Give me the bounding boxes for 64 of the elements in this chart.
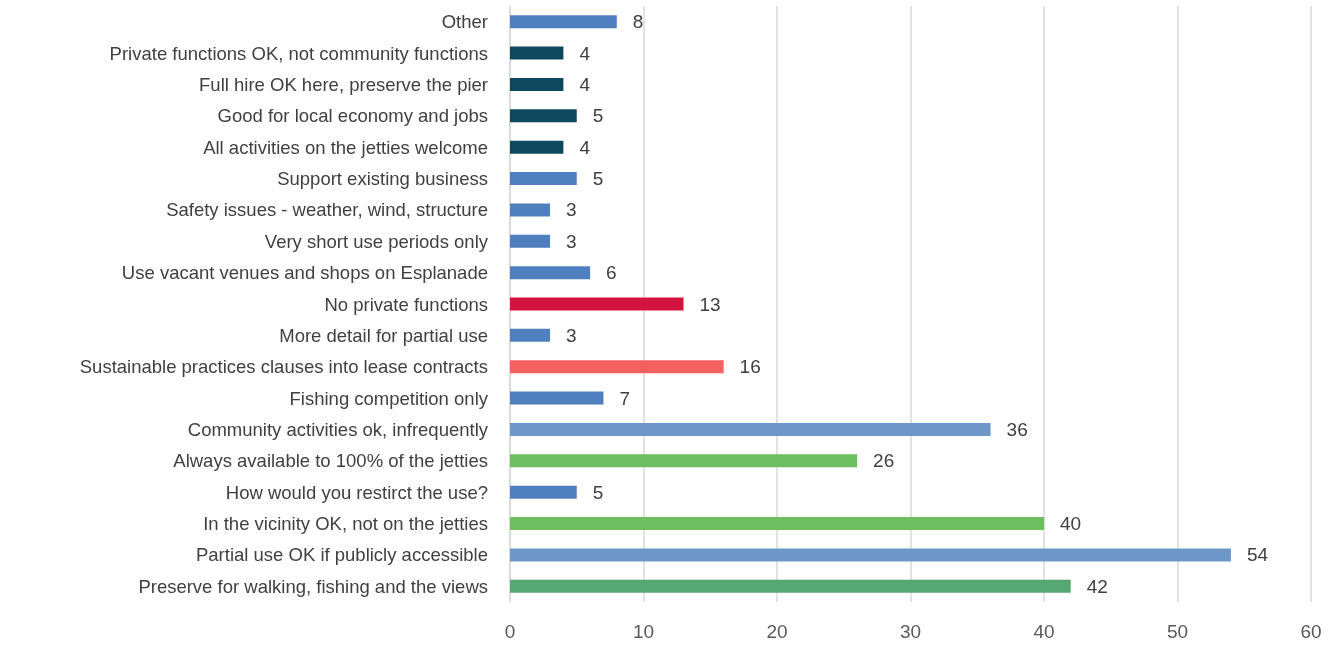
y-tick-label: Always available to 100% of the jetties xyxy=(173,450,488,472)
data-label: 8 xyxy=(632,11,644,33)
data-label: 3 xyxy=(566,324,577,346)
x-tick-label: 40 xyxy=(1033,621,1055,642)
y-tick-label: More detail for partial use xyxy=(279,324,488,346)
data-label: 3 xyxy=(566,230,577,252)
y-tick-label: Community activities ok, infrequently xyxy=(187,418,489,440)
data-label: 36 xyxy=(1006,418,1028,440)
y-tick-label: All activities on the jetties welcome xyxy=(203,136,488,158)
y-tick-label: How would you restirct the use? xyxy=(225,481,488,503)
bar xyxy=(510,234,551,248)
bar xyxy=(510,328,551,342)
bar xyxy=(510,517,1044,531)
x-tick-label: 60 xyxy=(1300,621,1322,642)
data-label: 42 xyxy=(1086,575,1108,597)
bar xyxy=(510,203,551,217)
y-tick-label: In the vicinity OK, not on the jetties xyxy=(203,513,488,535)
bar xyxy=(510,360,724,374)
y-tick-label: Support existing business xyxy=(277,168,488,190)
data-label: 4 xyxy=(579,73,591,95)
bar xyxy=(510,266,591,280)
y-tick-label: Fishing competition only xyxy=(289,387,489,409)
data-label: 4 xyxy=(579,42,591,64)
x-tick-label: 20 xyxy=(766,621,788,642)
bar xyxy=(510,548,1231,562)
bar xyxy=(510,579,1071,593)
data-label: 6 xyxy=(606,262,617,284)
bar xyxy=(510,454,858,468)
y-tick-label: No private functions xyxy=(324,293,488,315)
y-tick-label: Full hire OK here, preserve the pier xyxy=(199,73,488,95)
data-label: 4 xyxy=(579,136,591,158)
data-label: 13 xyxy=(699,293,721,315)
data-label: 5 xyxy=(592,168,604,190)
data-label: 5 xyxy=(592,481,604,503)
y-tick-label: Very short use periods only xyxy=(264,230,489,252)
y-tick-label: Safety issues - weather, wind, structure xyxy=(166,199,488,221)
data-label: 54 xyxy=(1246,544,1269,566)
bar xyxy=(510,46,564,60)
data-label: 3 xyxy=(566,199,577,221)
x-tick-label: 30 xyxy=(899,621,922,642)
y-tick-label: Private functions OK, not community functions xyxy=(109,42,488,64)
bar xyxy=(510,15,617,29)
x-tick-label: 0 xyxy=(504,621,516,642)
data-label: 7 xyxy=(619,387,631,409)
data-label: 16 xyxy=(739,356,761,378)
x-tick-label: 50 xyxy=(1166,621,1189,642)
y-tick-label: Partial use OK if publicly accessible xyxy=(195,544,488,566)
y-tick-label: Use vacant venues and shops on Esplanade xyxy=(121,262,488,284)
bar xyxy=(510,297,684,311)
data-label: 26 xyxy=(873,450,895,472)
y-tick-label: Sustainable practices clauses into lease contracts xyxy=(79,356,488,378)
data-label: 5 xyxy=(592,105,604,127)
data-label: 40 xyxy=(1060,513,1082,535)
y-tick-label: Preserve for walking, fishing and the views xyxy=(138,575,488,597)
y-tick-label: Good for local economy and jobs xyxy=(217,105,488,127)
bar xyxy=(510,172,577,186)
y-tick-label: Other xyxy=(441,11,488,33)
bar xyxy=(510,485,577,499)
bar xyxy=(510,77,564,91)
bar xyxy=(510,391,604,405)
bar xyxy=(510,109,577,123)
bar xyxy=(510,422,991,436)
bar xyxy=(510,140,564,154)
x-tick-label: 10 xyxy=(632,621,655,642)
